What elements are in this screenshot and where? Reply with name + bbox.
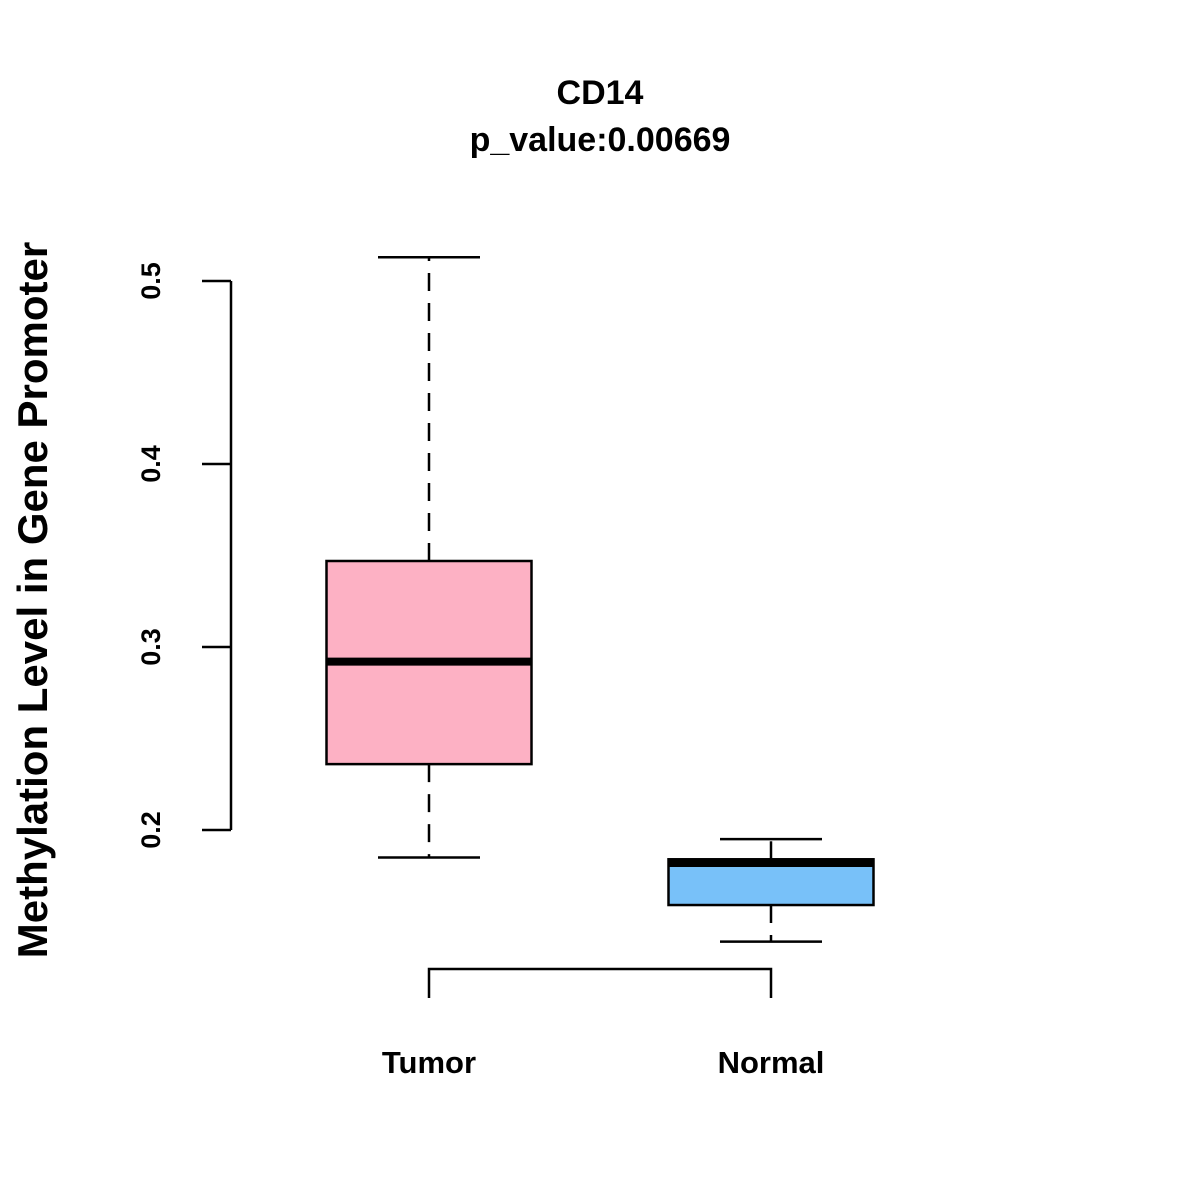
chart-subtitle: p_value:0.00669 xyxy=(470,121,731,159)
chart-title: CD14 xyxy=(557,74,644,112)
y-axis: 0.2 0.3 0.4 0.5 xyxy=(136,262,233,849)
y-tick-label: 0.3 xyxy=(136,628,166,666)
y-axis-label: Methylation Level in Gene Promoter xyxy=(9,242,56,958)
y-tick-label: 0.2 xyxy=(136,811,166,849)
box-group xyxy=(325,255,875,943)
y-tick-label: 0.4 xyxy=(136,445,166,483)
bracket-line xyxy=(427,967,773,998)
box-tumor xyxy=(325,255,533,859)
x-axis-labels: Tumor Normal xyxy=(382,1045,824,1080)
y-tick-label: 0.5 xyxy=(136,262,166,300)
x-label-normal: Normal xyxy=(718,1045,825,1080)
x-label-tumor: Tumor xyxy=(382,1045,476,1080)
comparison-bracket xyxy=(427,967,773,998)
box-normal xyxy=(667,837,875,943)
